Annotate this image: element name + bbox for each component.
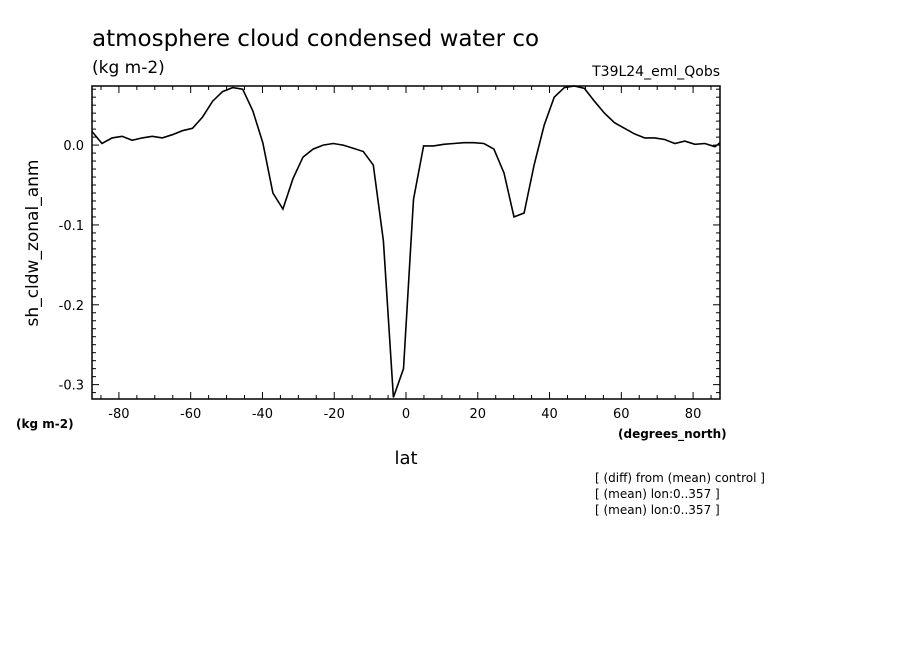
x-axis-label: lat [394,448,417,469]
x-tick-label: 60 [613,407,630,422]
chart-subtitle: (kg m-2) [92,58,165,78]
y-axis-label: sh_cldw_zonal_anm [23,160,43,327]
chart-title: atmosphere cloud condensed water co [92,26,539,52]
y-tick-label: -0.3 [59,379,84,394]
y-axis: 0.0 -0.1 -0.2 -0.3 [59,88,720,394]
x-tick-label: -60 [180,407,201,422]
y-tick-label: 0.0 [63,139,84,154]
y-tick-label: -0.2 [59,299,84,314]
x-tick-label: -20 [324,407,345,422]
x-tick-label: -80 [108,407,129,422]
x-tick-label: 20 [469,407,486,422]
series-line [91,85,721,398]
note-line-2: [ (mean) lon:0..357 ] [595,487,720,501]
run-label: T39L24_eml_Qobs [591,64,720,80]
x-axis: -80 -60 -40 -20 0 20 40 60 80 [100,86,712,422]
y-units-label: (kg m-2) [16,417,74,431]
y-tick-label: -0.1 [59,219,84,234]
plot-frame [91,85,721,400]
x-tick-label: -40 [252,407,273,422]
x-tick-label: 80 [685,407,702,422]
note-line-3: [ (mean) lon:0..357 ] [595,503,720,517]
x-tick-label: 40 [541,407,558,422]
x-tick-label: 0 [402,407,410,422]
x-units-label: (degrees_north) [618,427,727,442]
note-line-1: [ (diff) from (mean) control ] [595,471,765,485]
